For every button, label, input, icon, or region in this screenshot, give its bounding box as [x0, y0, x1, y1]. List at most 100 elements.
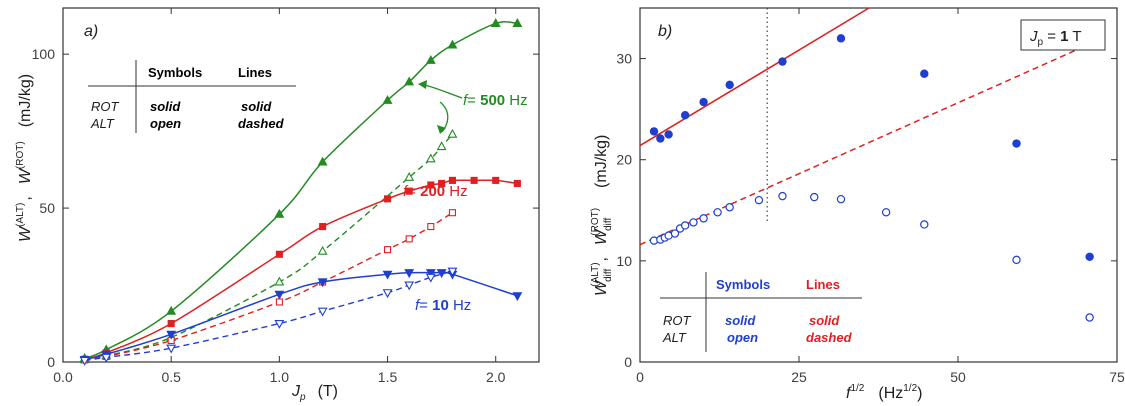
chart-b-alt-point [778, 191, 787, 201]
chart-b-rot-point [699, 97, 708, 107]
chart-b-rot-point [656, 134, 665, 143]
chart-a-x-tick-label: 0.0 [53, 369, 73, 385]
chart-a-series-1-rot-point [448, 176, 457, 184]
chart-a-series-0-alt-line [84, 133, 454, 361]
chart-a: 0.0 0.5 1.0 1.5 2.0 0 50 100 a) Symbols Lines … [15, 7, 540, 403]
chart-a-series-1-rot-point [470, 176, 478, 184]
chart-b-alt-point [836, 194, 846, 204]
chart-b-field-box-frame [1020, 19, 1106, 51]
chart-a-series-2-rot-line [84, 271, 518, 361]
chart-b-table-rot: ROT [663, 313, 692, 328]
chart-b-rot-point [778, 57, 787, 66]
chart-a-500hz-arrows [418, 80, 463, 134]
chart-a-y-tick-label: 100 [32, 46, 56, 62]
chart-a-arrowhead-rot [418, 80, 427, 89]
chart-a-series-2-alt-point [382, 289, 393, 299]
chart-b-x-axis-label: f1/2 (Hz1/2) [846, 383, 922, 402]
chart-a-series-2-rot-point [317, 278, 328, 288]
chart-a-series-1-rot-point [492, 176, 500, 184]
chart-a-series-1-rot-point [275, 250, 283, 258]
chart-a-series-0-rot-line [84, 21, 518, 360]
chart-b-frame [639, 7, 1118, 363]
chart-a-series-0-alt-point [404, 171, 415, 181]
chart-a-table-header-lines: Lines [238, 65, 272, 80]
chart-a-panel-label: a) [84, 23, 98, 40]
chart-a-series-2-alt-point [101, 353, 112, 363]
chart-b-rot-point [664, 130, 673, 139]
chart-a-series-0-alt-point [425, 153, 436, 163]
chart-b-field-box: Jp = 1 T [1020, 19, 1106, 51]
chart-a-table-open: open [150, 116, 181, 131]
chart-a-series-0-rot-point [490, 18, 501, 27]
chart-b-x-tick-label: 75 [1109, 369, 1125, 385]
chart-b-rot-point [836, 34, 846, 43]
chart-a-series-2-rot-point [274, 290, 285, 300]
chart-a-series-2-rot-point [404, 269, 415, 279]
chart-a-x-tick-label: 2.0 [486, 369, 506, 385]
chart-a-series-1-alt-point [448, 209, 457, 217]
chart-a-series-0-alt-point [436, 141, 447, 151]
chart-a-series-2-alt-point [447, 267, 458, 277]
chart-a-series-0-rot-point [274, 208, 285, 218]
chart-a-x-tick-label: 1.0 [270, 369, 290, 385]
chart-a-table-solid-1: solid [150, 99, 181, 114]
chart-b-alt-point [689, 218, 698, 227]
chart-a-series-0-rot-point [447, 39, 458, 49]
chart-a-series-1-rot-point [513, 179, 521, 188]
chart-a-y-tick-label: 50 [39, 200, 55, 216]
chart-b-y-tick-label: 30 [616, 51, 632, 67]
chart-b-rot-point [649, 127, 659, 136]
chart-a-series-0-rot-point [166, 305, 177, 315]
chart-b-alt-point [680, 221, 690, 230]
chart-b-alt-point [699, 214, 708, 223]
chart-b-legend-table: Symbols Lines ROT ALT solid open solid d… [660, 272, 862, 352]
chart-a-series-2-alt-point [79, 356, 90, 366]
chart-a-label-500hz: f= 500 Hz [463, 92, 528, 109]
chart-b-rot-point [1012, 139, 1021, 148]
chart-a-x-ticks: 0.0 0.5 1.0 1.5 2.0 [53, 8, 506, 385]
chart-b-field-label: Jp = 1 T [1029, 28, 1082, 48]
chart-a-series-0-rot-point [382, 95, 393, 104]
chart-b-alt-point [670, 229, 680, 238]
chart-b-y-ticks: 0 10 20 30 [616, 51, 1117, 370]
chart-b-y-tick-label: 10 [616, 253, 632, 269]
chart-a-series-2-alt-point [425, 273, 436, 283]
chart-a-series-2-rot-point [436, 269, 447, 279]
chart-a-series-1-alt-point [427, 223, 435, 231]
chart-b-x-tick-label: 50 [950, 369, 966, 385]
chart-a-series-1-rot-point [427, 181, 435, 189]
chart-b-alt-fit-line [639, 39, 1099, 246]
chart-a-series-1-rot-point [405, 187, 413, 195]
chart-a-series-2-rot-point [425, 269, 436, 279]
chart-b-table-open: open [727, 330, 758, 345]
chart-b-alt-point [1085, 313, 1094, 322]
chart-b-alt-point [920, 220, 929, 229]
chart-a-frame [62, 7, 540, 363]
chart-a-series-1-alt-point [383, 246, 392, 254]
chart-a-y-ticks: 0 50 100 [32, 46, 539, 370]
chart-a-x-tick-label: 1.5 [378, 369, 398, 385]
chart-a-label-10hz: f= 10 Hz [415, 297, 471, 314]
chart-b-x-tick-label: 0 [636, 369, 644, 385]
chart-b-y-tick-label: 0 [624, 354, 632, 370]
chart-b-rot-fit-line [639, 7, 870, 147]
chart-b-table-solid-1: solid [725, 313, 756, 328]
chart-a-series-0-alt-point [274, 276, 285, 286]
chart-a-series-1-rot-point [438, 179, 446, 188]
chart-a-x-axis-label: Jp (T) [291, 383, 338, 403]
chart-a-table-header-symbols: Symbols [148, 65, 202, 80]
chart-b-plot-area [639, 7, 1099, 322]
chart-a-series-0-alt-point [447, 128, 458, 138]
chart-a-arrowhead-alt [437, 125, 446, 134]
chart-a-series-1-rot-point [319, 223, 327, 231]
chart-a-series-2-alt-line [84, 270, 453, 362]
chart-b-panel-label: b) [658, 23, 672, 40]
chart-b-alt-point [1012, 255, 1021, 265]
chart-a-series-1-alt-line [84, 212, 453, 361]
chart-a-series-2-rot-point [512, 292, 523, 302]
chart-b-alt-point [754, 195, 764, 205]
chart-a-label-200hz: f= 200 Hz [403, 183, 468, 200]
chart-b-table-alt: ALT [662, 330, 687, 345]
chart-a-series-1-rot-point [167, 319, 175, 328]
chart-b-table-header-symbols: Symbols [716, 277, 770, 292]
